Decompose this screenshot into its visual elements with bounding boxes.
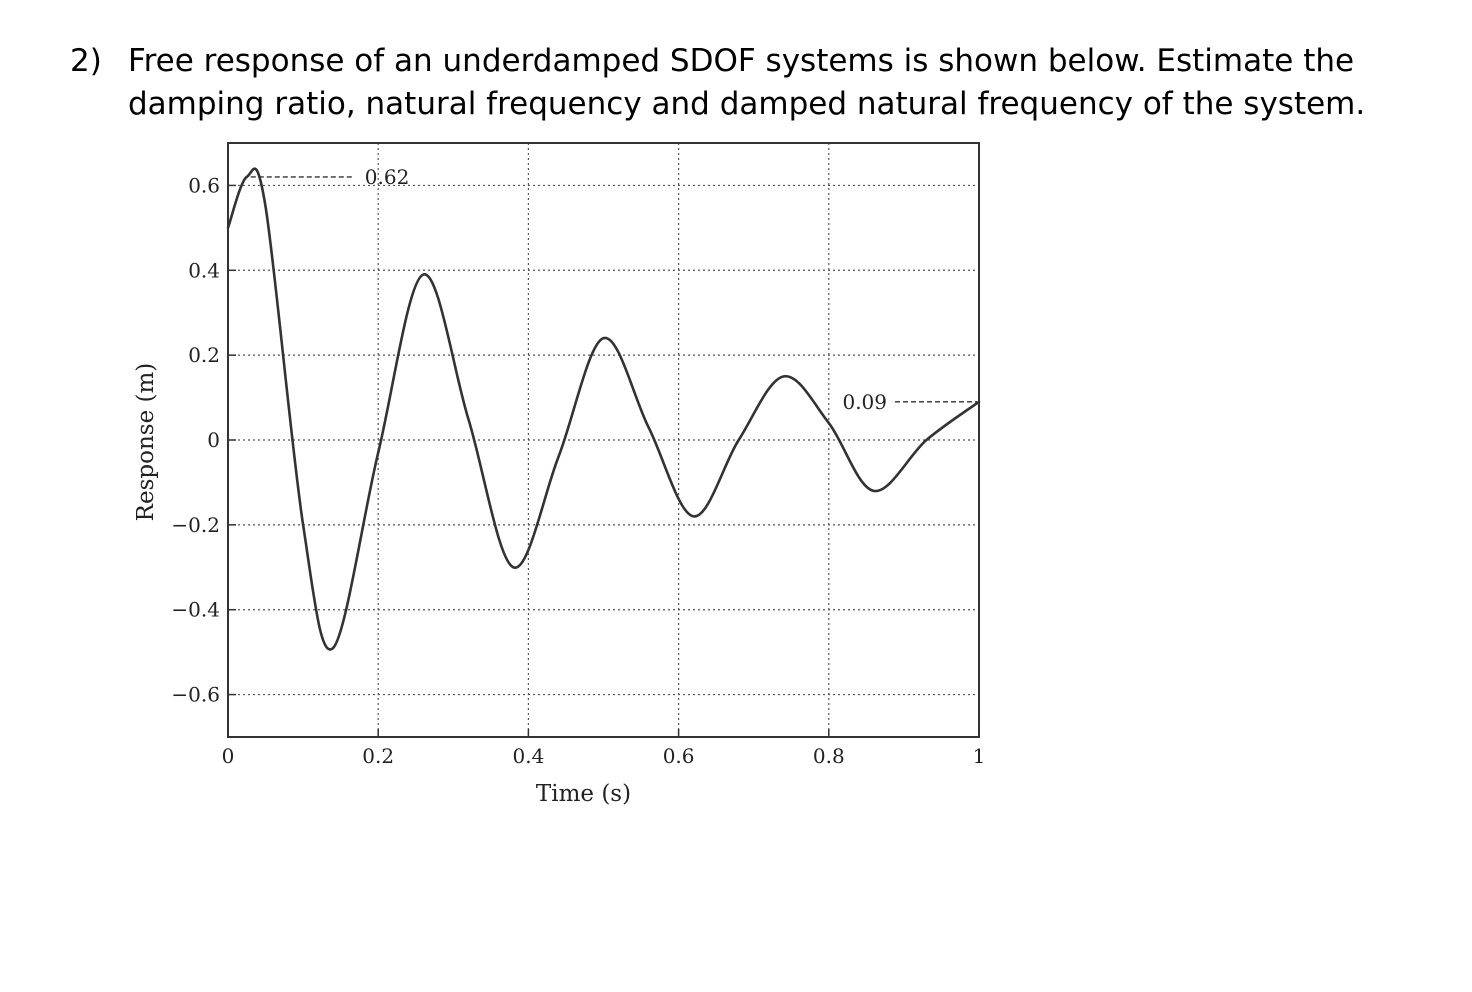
y-axis-label: Response (m) xyxy=(133,363,159,522)
response-curve xyxy=(226,167,981,651)
grid xyxy=(228,143,979,737)
y-tick-label: −0.6 xyxy=(171,683,220,707)
x-axis-label: Time (s) xyxy=(536,781,631,807)
annotation-label: 0.09 xyxy=(842,390,887,414)
y-tick-label: −0.2 xyxy=(171,513,220,537)
question-number: 2) xyxy=(70,43,102,79)
annotation-label: 0.62 xyxy=(365,165,410,189)
y-tick-label: 0.4 xyxy=(188,258,220,282)
y-tick-label: 0.2 xyxy=(188,343,220,367)
x-tick-label: 0.8 xyxy=(813,744,845,768)
question-block: 2) Free response of an underdamped SDOF … xyxy=(70,40,1450,126)
y-tick-label: 0.6 xyxy=(188,173,220,197)
x-tick-label: 0.6 xyxy=(663,744,695,768)
y-tick-label: −0.4 xyxy=(171,598,220,622)
x-tick-label: 1 xyxy=(973,744,986,768)
x-tick-label: 0.2 xyxy=(362,744,394,768)
annotations: 0.62 0.09 xyxy=(250,165,977,414)
y-tick-label: 0 xyxy=(207,428,220,452)
x-tick-label: 0 xyxy=(222,744,235,768)
x-tick-label: 0.4 xyxy=(512,744,544,768)
question-text: Free response of an underdamped SDOF sys… xyxy=(128,43,1366,122)
axis-ticks: 0 0.2 0.4 0.6 0.8 1 0.6 0.4 0.2 0 −0.2 −0.4 −0.6 xyxy=(171,173,985,768)
